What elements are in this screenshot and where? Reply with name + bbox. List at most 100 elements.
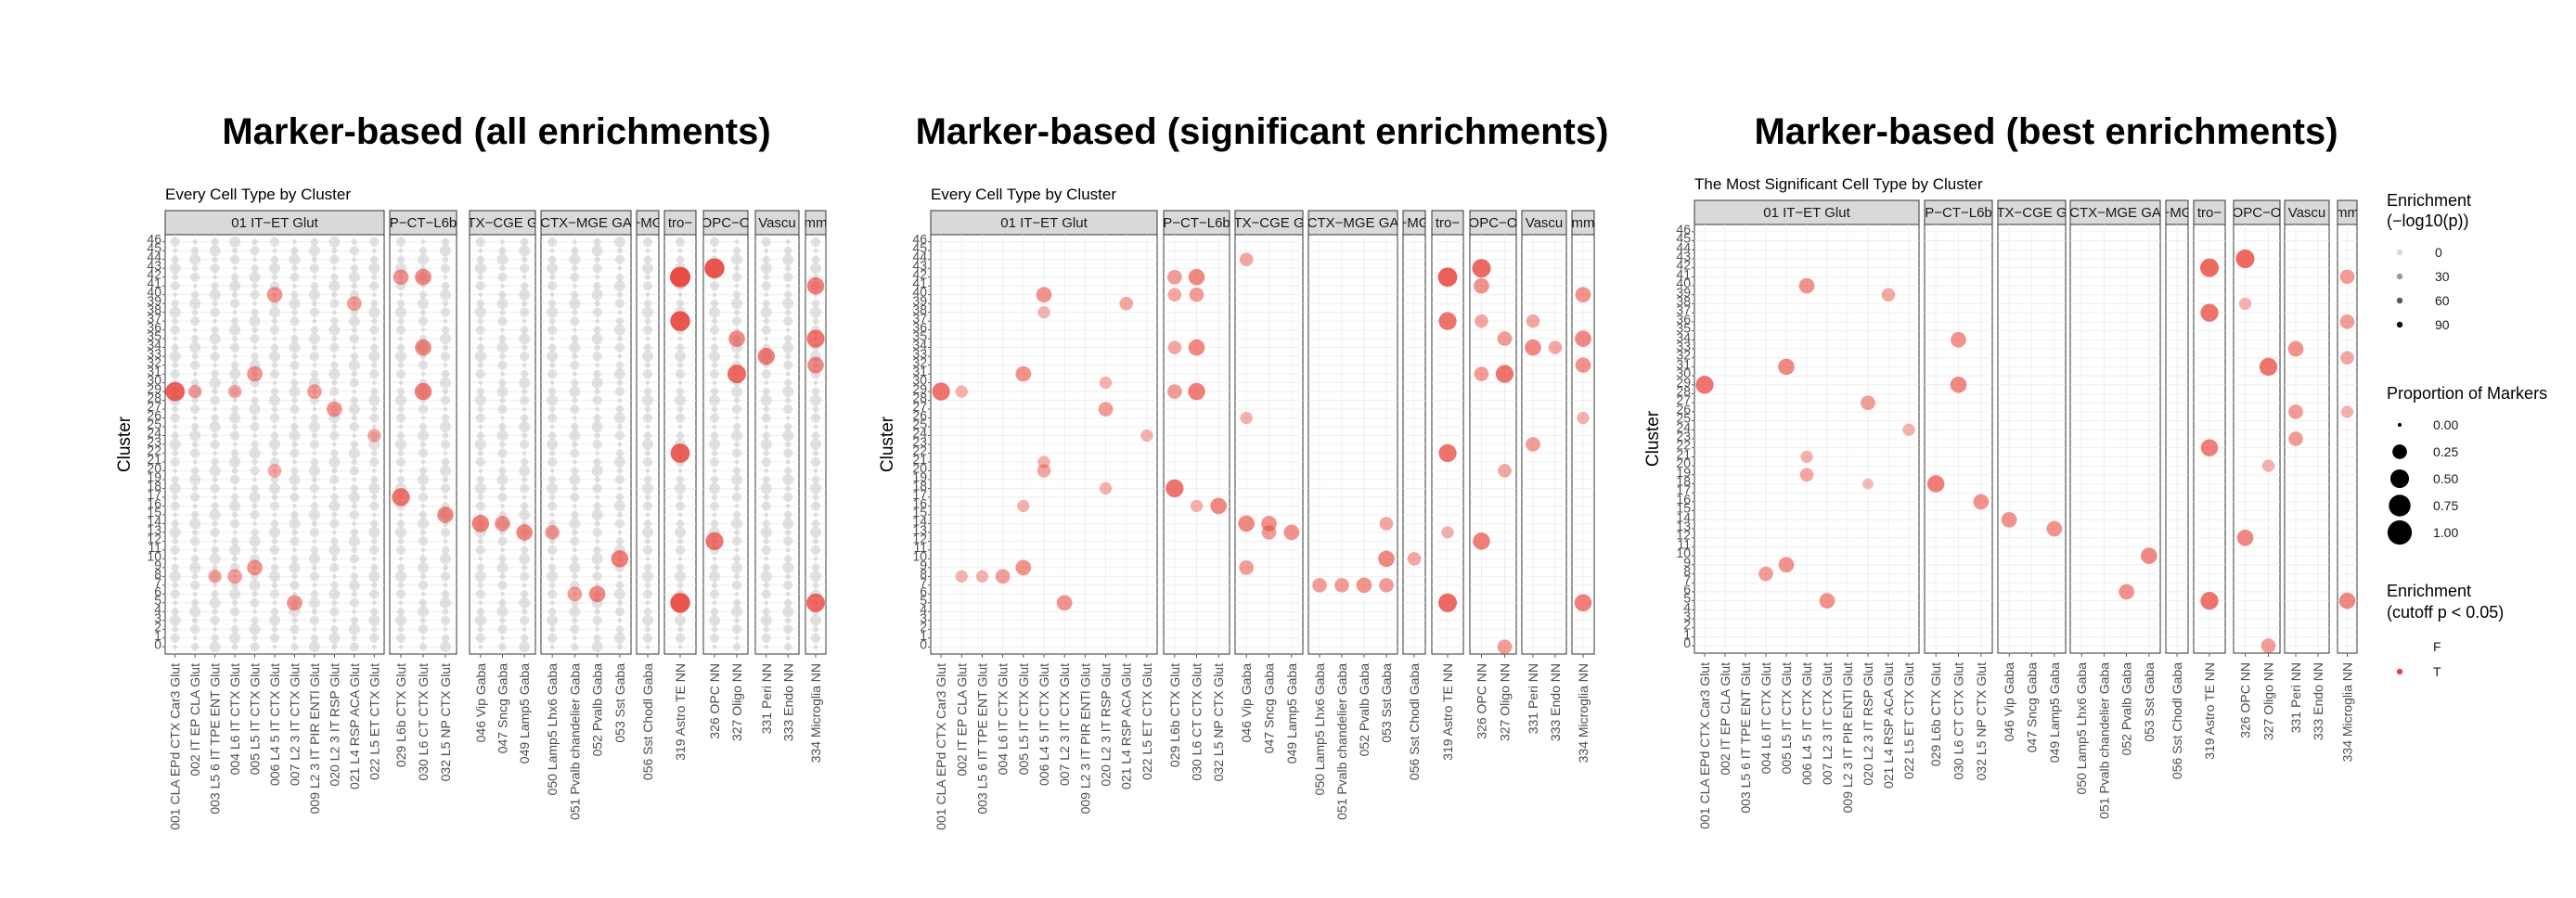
facet-strip-label: P−CT−L6b xyxy=(1925,205,1992,221)
y-tick-label: 42 xyxy=(912,267,927,282)
data-point-nonsig xyxy=(570,448,580,458)
x-tick-label: 049 Lamp5 Gaba xyxy=(2047,662,2062,763)
data-point-nonsig xyxy=(395,237,406,247)
data-point-nonsig xyxy=(396,563,406,572)
data-point xyxy=(1800,450,1813,464)
data-point-nonsig xyxy=(395,614,406,626)
data-point-nonsig xyxy=(249,271,261,283)
data-point-nonsig xyxy=(441,369,450,378)
data-point xyxy=(705,532,724,551)
data-point-nonsig xyxy=(232,618,238,623)
data-point-nonsig xyxy=(733,441,741,448)
facet-strip-label: mm xyxy=(1572,215,1595,231)
data-point xyxy=(1474,366,1489,381)
x-tick-label: 021 L4 RSP ACA Glut xyxy=(1119,663,1134,789)
data-point-nonsig xyxy=(595,318,600,324)
y-tick-label: 20 xyxy=(912,460,927,475)
data-point-nonsig xyxy=(170,633,180,643)
data-point xyxy=(2199,258,2220,277)
x-tick-label: 049 Lamp5 Gaba xyxy=(1284,663,1299,763)
data-point-nonsig xyxy=(712,424,717,430)
data-point-nonsig xyxy=(231,335,238,342)
data-point-nonsig xyxy=(572,264,578,272)
data-point-nonsig xyxy=(290,422,299,431)
legend-proportion-key xyxy=(2389,468,2410,489)
data-point xyxy=(1379,517,1394,531)
data-point-nonsig xyxy=(676,255,685,263)
data-point-nonsig xyxy=(440,615,451,625)
data-point-nonsig xyxy=(370,538,378,545)
data-point-nonsig xyxy=(785,591,791,597)
data-point-nonsig xyxy=(418,606,429,618)
data-point-nonsig xyxy=(229,430,240,441)
data-point-nonsig xyxy=(616,423,624,430)
data-point-nonsig xyxy=(212,608,218,615)
data-point-nonsig xyxy=(613,324,625,336)
data-point-nonsig xyxy=(572,239,577,245)
x-tick-label: 022 L5 ET CTX Glut xyxy=(367,663,381,780)
data-point-nonsig xyxy=(677,556,683,561)
data-point-nonsig xyxy=(709,589,720,599)
data-point-nonsig xyxy=(349,378,359,388)
data-point-nonsig xyxy=(418,580,429,590)
data-point-nonsig xyxy=(308,421,320,433)
data-point-nonsig xyxy=(229,254,240,264)
data-point-nonsig xyxy=(249,315,261,327)
data-point xyxy=(1015,559,1032,576)
data-point-nonsig xyxy=(476,563,485,572)
data-point-nonsig xyxy=(520,590,529,598)
data-point-nonsig xyxy=(397,625,405,633)
data-point-nonsig xyxy=(209,597,221,609)
data-point xyxy=(1695,376,1714,394)
data-point-nonsig xyxy=(497,624,508,635)
data-point-nonsig xyxy=(763,582,770,589)
data-point-nonsig xyxy=(189,473,201,485)
data-point-nonsig xyxy=(291,397,298,404)
data-point-nonsig xyxy=(269,368,280,379)
data-point xyxy=(2200,591,2219,610)
data-point xyxy=(471,515,490,532)
data-point-nonsig xyxy=(477,362,484,368)
data-point-nonsig xyxy=(549,336,555,341)
data-point-nonsig xyxy=(478,600,483,606)
y-tick-label: 4 xyxy=(920,601,927,616)
data-point-nonsig xyxy=(547,589,558,599)
y-tick-label: 7 xyxy=(920,575,927,590)
data-point-nonsig xyxy=(762,299,770,308)
data-point-nonsig xyxy=(785,283,791,289)
data-point-nonsig xyxy=(615,316,625,326)
data-point-nonsig xyxy=(211,502,219,510)
data-point-nonsig xyxy=(329,474,340,485)
data-point-nonsig xyxy=(419,510,428,520)
data-point-nonsig xyxy=(811,299,820,308)
data-point-nonsig xyxy=(290,360,300,370)
y-tick-label: 30 xyxy=(912,373,927,388)
data-point xyxy=(1099,481,1113,495)
data-point-nonsig xyxy=(348,447,360,459)
data-point-nonsig xyxy=(477,625,484,633)
x-tick-label: 004 L6 IT CTX Glut xyxy=(996,663,1011,775)
data-point-nonsig xyxy=(520,483,530,494)
legend-proportion-label: 0.50 xyxy=(2433,471,2458,486)
data-point-nonsig xyxy=(170,281,180,291)
data-point-nonsig xyxy=(572,397,578,404)
data-point-nonsig xyxy=(763,450,770,456)
data-point-nonsig xyxy=(172,362,179,368)
y-tick-label: 14 xyxy=(912,513,927,528)
data-point-nonsig xyxy=(396,255,406,263)
data-point xyxy=(2288,431,2303,446)
data-point-nonsig xyxy=(733,264,741,272)
data-point-nonsig xyxy=(192,283,198,289)
data-point xyxy=(415,268,431,286)
y-tick-label: 8 xyxy=(154,566,161,581)
data-point-nonsig xyxy=(617,442,623,447)
data-point-nonsig xyxy=(676,582,684,589)
data-point xyxy=(2287,340,2304,357)
data-point-nonsig xyxy=(732,598,741,608)
data-point-nonsig xyxy=(440,263,451,274)
x-tick-label: 333 Endo NN xyxy=(1548,663,1563,741)
data-point-nonsig xyxy=(760,614,772,626)
data-point-nonsig xyxy=(732,422,741,431)
data-point-nonsig xyxy=(269,306,280,318)
data-point-nonsig xyxy=(210,527,220,537)
